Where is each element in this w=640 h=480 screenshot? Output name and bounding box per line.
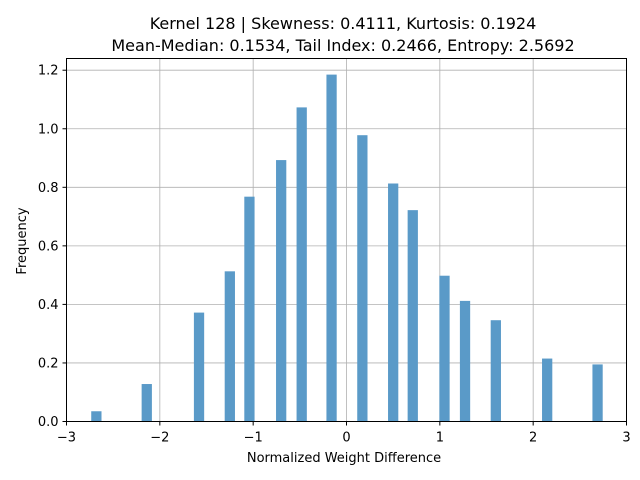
y-tick-label-4: 0.8 [38,181,59,196]
bars [91,74,603,422]
histogram-bar-5 [276,160,287,422]
x-axis-label: Normalized Weight Difference [247,451,441,466]
x-tick-label-5: 2 [529,431,537,446]
histogram-bar-2 [193,312,205,422]
histogram-bar-3 [224,271,235,422]
y-tick-label-1: 0.2 [38,356,59,371]
histogram-bar-11 [439,275,450,422]
x-axis-ticks: −3 −2 −1 0 1 2 3 [57,421,631,446]
x-tick-label-2: −1 [244,431,263,446]
y-tick-label-0: 0.0 [38,415,59,430]
histogram-bar-1 [141,384,152,422]
histogram-bar-9 [388,183,399,422]
histogram-bar-13 [490,320,501,422]
histogram-bar-7 [326,74,337,422]
y-tick-label-2: 0.4 [38,298,59,313]
histogram-bar-0 [91,411,102,422]
x-tick-label-3: 0 [342,431,350,446]
histogram-bar-4 [244,196,255,422]
chart-title-line-1: Kernel 128 | Skewness: 0.4111, Kurtosis:… [150,14,537,33]
y-tick-label-3: 0.6 [38,239,59,254]
histogram-bar-6 [296,107,307,422]
histogram-bar-8 [357,135,368,422]
x-tick-label-4: 1 [436,431,444,446]
chart-title-line-2: Mean-Median: 0.1534, Tail Index: 0.2466,… [111,36,574,55]
histogram-bar-14 [542,358,553,422]
x-tick-label-0: −3 [57,431,76,446]
histogram-bar-15 [592,364,603,422]
histogram-bar-10 [407,210,418,422]
y-tick-label-5: 1.0 [38,122,59,137]
y-axis-ticks: 0.0 0.2 0.4 0.6 0.8 1.0 1.2 [38,64,67,430]
y-axis-label: Frequency [15,207,30,274]
x-tick-label-6: 3 [622,431,630,446]
x-tick-label-1: −2 [150,431,169,446]
grid-lines [66,58,627,422]
histogram-bar-12 [459,300,471,422]
y-tick-label-6: 1.2 [38,64,59,79]
